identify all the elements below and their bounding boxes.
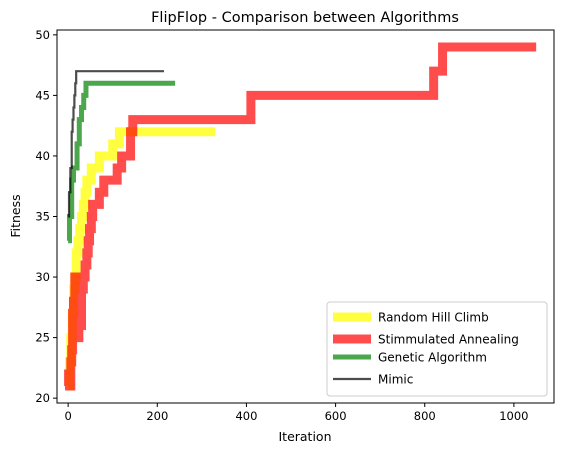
x-tick-label: 200 bbox=[146, 409, 168, 423]
y-tick-label: 40 bbox=[35, 149, 50, 163]
x-tick-label: 0 bbox=[64, 409, 71, 423]
x-axis: 0 200 400 600 800 1000 bbox=[64, 403, 529, 423]
legend: Random Hill Climb Stimmulated Annealing Ge… bbox=[326, 301, 548, 397]
x-tick-label: 400 bbox=[235, 409, 257, 423]
legend-label-1: Random Hill Climb bbox=[378, 311, 489, 325]
series-layer bbox=[64, 42, 537, 391]
series-line-4 bbox=[67, 70, 164, 218]
y-axis-label: Fitness bbox=[8, 194, 23, 237]
chart-title: FlipFlop - Comparison between Algorithms bbox=[151, 10, 459, 26]
x-tick-label: 1000 bbox=[499, 409, 528, 423]
x-tick-label: 600 bbox=[325, 409, 347, 423]
y-tick-label: 25 bbox=[35, 331, 50, 345]
x-axis-label: Iteration bbox=[278, 429, 331, 444]
y-tick-label: 50 bbox=[35, 28, 50, 42]
y-tick-label: 20 bbox=[35, 391, 50, 405]
y-tick-label: 30 bbox=[35, 270, 50, 284]
legend-label-3: Genetic Algorithm bbox=[378, 351, 487, 365]
series-line-2 bbox=[64, 42, 537, 391]
y-axis: 20 25 30 35 40 45 50 bbox=[35, 28, 57, 405]
series-line-3 bbox=[66, 80, 176, 244]
y-tick-label: 35 bbox=[35, 210, 50, 224]
legend-box bbox=[326, 301, 548, 397]
legend-label-4: Mimic bbox=[378, 373, 413, 387]
legend-label-2: Stimmulated Annealing bbox=[378, 333, 519, 347]
y-tick-label: 45 bbox=[35, 88, 50, 102]
x-tick-label: 800 bbox=[414, 409, 436, 423]
